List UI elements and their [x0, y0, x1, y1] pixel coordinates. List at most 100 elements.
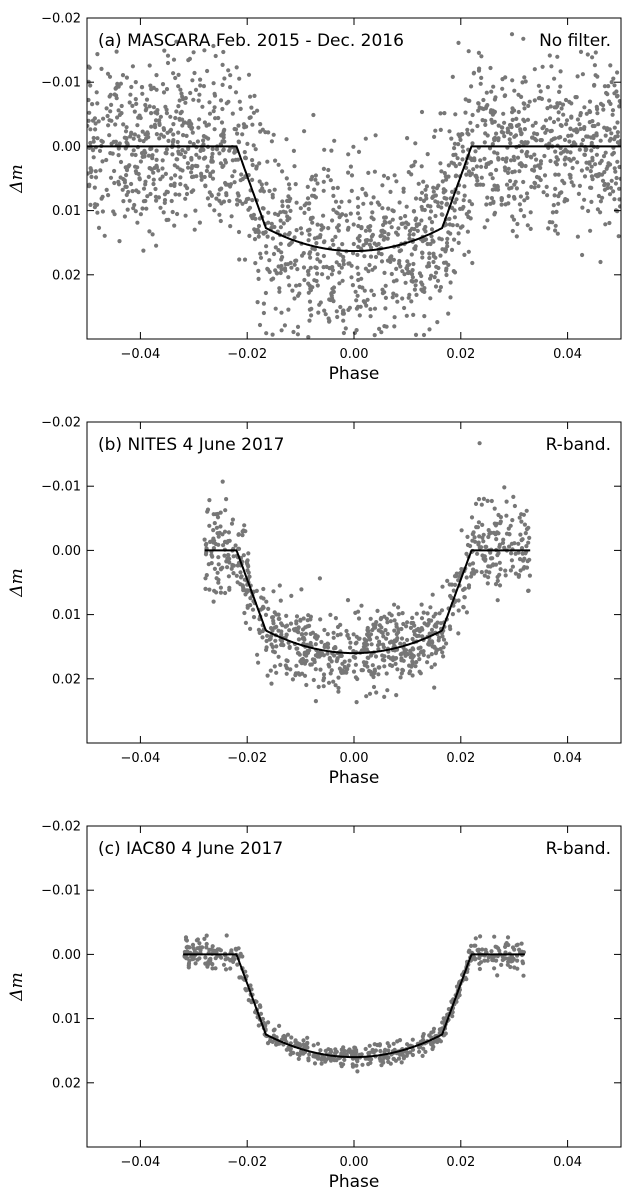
data-point	[278, 210, 283, 215]
data-point	[409, 164, 414, 169]
data-point	[446, 1007, 451, 1012]
data-point	[476, 50, 481, 56]
data-point	[505, 126, 510, 131]
data-point	[429, 627, 435, 632]
data-point	[235, 580, 240, 585]
data-point	[421, 652, 426, 658]
data-point	[306, 238, 311, 243]
data-point	[263, 290, 268, 296]
data-point	[419, 273, 424, 279]
data-point	[300, 671, 305, 676]
data-point	[528, 210, 533, 215]
data-point	[427, 255, 432, 261]
data-point	[204, 550, 209, 555]
data-point	[310, 246, 315, 251]
data-point	[412, 629, 417, 634]
data-point	[135, 123, 140, 128]
data-point	[255, 652, 260, 657]
data-point	[165, 53, 171, 58]
data-point	[602, 181, 608, 187]
data-point	[203, 961, 208, 966]
data-point	[481, 182, 486, 187]
data-point	[331, 299, 336, 304]
data-point	[381, 173, 387, 178]
data-point	[462, 595, 467, 600]
data-point	[376, 647, 381, 652]
data-point	[368, 616, 373, 621]
data-point	[418, 671, 423, 676]
data-point	[236, 946, 241, 951]
data-point	[579, 168, 585, 173]
data-point	[580, 252, 585, 258]
data-point	[233, 127, 239, 132]
data-point	[99, 138, 104, 143]
data-point	[213, 966, 218, 971]
data-point	[150, 156, 155, 161]
data-point	[231, 554, 236, 559]
data-point	[293, 182, 298, 187]
data-point	[328, 612, 333, 618]
data-point	[599, 158, 604, 163]
data-point	[499, 962, 504, 968]
data-point	[175, 139, 180, 145]
data-point	[180, 117, 185, 122]
data-point	[95, 52, 100, 57]
data-point	[318, 667, 323, 672]
data-point	[602, 84, 608, 89]
data-point	[148, 191, 153, 197]
data-point	[150, 232, 155, 237]
data-point	[144, 97, 150, 102]
data-point	[210, 169, 216, 174]
data-point	[411, 261, 416, 267]
data-point	[161, 90, 167, 95]
data-point	[118, 81, 123, 86]
data-point	[404, 220, 409, 225]
data-point	[199, 171, 204, 176]
data-point	[346, 170, 351, 175]
data-point	[336, 341, 340, 345]
data-point	[154, 132, 159, 137]
data-point	[345, 227, 351, 232]
data-point	[405, 620, 410, 625]
data-point	[386, 206, 391, 211]
data-point	[268, 668, 273, 673]
data-point	[482, 225, 487, 230]
data-point	[476, 540, 481, 545]
data-point	[201, 138, 206, 143]
data-point	[363, 1046, 368, 1052]
data-point	[500, 540, 506, 546]
data-point	[120, 73, 126, 78]
data-point	[346, 307, 351, 312]
data-point	[400, 611, 405, 616]
data-point	[122, 178, 127, 183]
data-point	[434, 624, 439, 629]
data-point	[204, 933, 209, 938]
data-point	[337, 215, 342, 220]
data-point	[441, 187, 446, 192]
data-point	[164, 151, 169, 156]
data-point	[390, 295, 395, 300]
data-point	[420, 289, 425, 294]
data-point	[566, 133, 571, 138]
data-point	[549, 128, 554, 133]
data-point	[191, 188, 196, 193]
data-point	[351, 632, 356, 637]
data-point	[87, 64, 91, 69]
data-point	[203, 184, 208, 189]
data-point	[236, 140, 242, 145]
data-point	[284, 137, 289, 142]
data-point	[456, 631, 461, 636]
data-point	[598, 199, 604, 204]
data-point	[589, 164, 594, 169]
data-point	[381, 222, 386, 228]
data-point	[469, 202, 475, 207]
data-point	[438, 253, 443, 258]
data-point	[88, 83, 93, 88]
data-point	[114, 49, 119, 54]
data-point	[456, 40, 461, 46]
data-point	[298, 617, 303, 623]
data-point	[506, 166, 511, 171]
data-point	[191, 50, 196, 55]
data-point	[479, 164, 484, 169]
data-point	[421, 1046, 426, 1051]
